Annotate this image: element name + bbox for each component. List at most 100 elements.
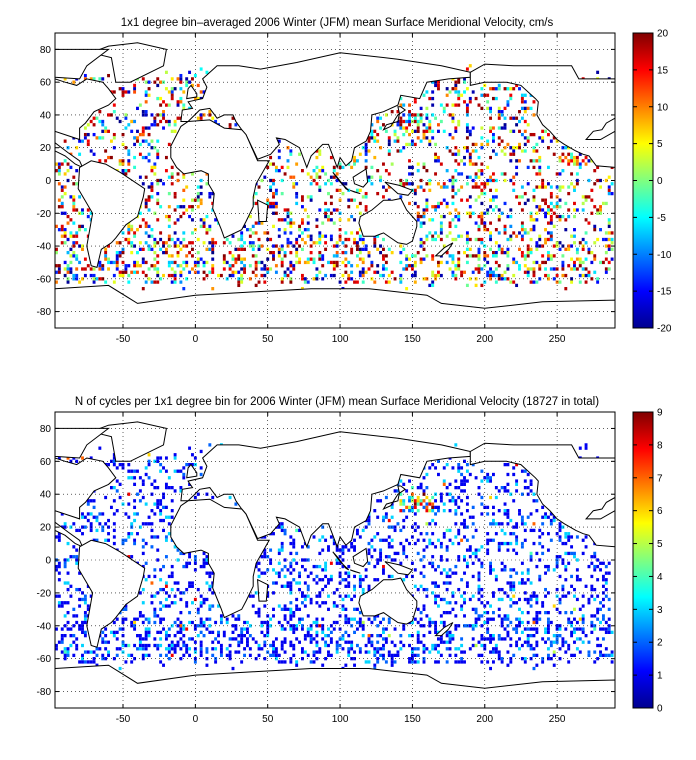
data-cell — [405, 178, 409, 183]
data-cell — [541, 522, 545, 526]
data-cell — [590, 574, 594, 579]
data-cell — [379, 244, 383, 248]
data-cell — [272, 591, 275, 595]
data-cell — [344, 280, 348, 284]
data-cell — [552, 152, 556, 156]
data-cell — [295, 191, 299, 196]
data-cell — [95, 653, 99, 658]
data-cell — [170, 587, 174, 592]
data-cell — [240, 640, 244, 644]
data-cell — [144, 647, 148, 651]
data-cell — [526, 250, 530, 255]
data-cell — [497, 87, 501, 91]
data-cell — [416, 129, 420, 133]
data-cell — [471, 149, 475, 153]
data-cell — [303, 558, 307, 562]
data-cell — [254, 564, 258, 569]
data-cell — [544, 260, 547, 265]
data-cell — [115, 254, 119, 258]
data-cell — [448, 640, 452, 644]
data-cell — [373, 650, 377, 654]
data-cell — [321, 548, 325, 552]
data-cell — [72, 198, 76, 202]
data-cell — [439, 214, 443, 219]
data-cell — [390, 250, 394, 255]
data-cell — [520, 254, 524, 258]
data-cell — [564, 535, 568, 539]
data-cell — [266, 620, 270, 625]
data-cell — [555, 244, 559, 248]
data-cell — [358, 584, 362, 588]
data-cell — [526, 231, 530, 235]
data-cell — [147, 574, 151, 579]
data-cell — [121, 617, 125, 621]
data-cell — [509, 87, 513, 91]
data-cell — [463, 489, 466, 493]
data-cell — [422, 188, 426, 192]
data-cell — [544, 201, 547, 206]
data-cell — [468, 597, 472, 602]
data-cell — [153, 280, 157, 284]
data-cell — [422, 647, 426, 651]
data-cell — [136, 129, 139, 133]
data-cell — [393, 551, 397, 556]
data-cell — [66, 627, 70, 631]
data-cell — [581, 620, 585, 625]
data-cell — [358, 257, 362, 261]
data-cell — [561, 541, 565, 546]
data-cell — [492, 538, 495, 542]
data-cell — [196, 198, 200, 202]
data-cell — [425, 522, 429, 526]
data-cell — [390, 640, 394, 644]
data-cell — [454, 601, 458, 605]
data-cell — [422, 132, 426, 137]
data-cell — [274, 653, 278, 658]
data-cell — [63, 139, 67, 143]
data-cell — [144, 260, 148, 265]
colorbar-tick-label: 0 — [657, 704, 663, 715]
data-cell — [63, 564, 67, 569]
data-cell — [167, 90, 171, 94]
data-cell — [89, 650, 93, 654]
data-cell — [492, 610, 495, 615]
colorbar-tick-label: 15 — [657, 65, 669, 76]
data-cell — [367, 634, 371, 638]
data-cell — [283, 558, 287, 562]
data-cell — [159, 96, 163, 101]
data-cell — [251, 247, 255, 251]
data-cell — [431, 502, 435, 506]
data-cell — [561, 185, 565, 189]
data-cell — [335, 188, 339, 192]
data-cell — [83, 650, 87, 654]
data-cell — [179, 77, 183, 81]
data-cell — [460, 234, 464, 238]
data-cell — [199, 178, 203, 183]
data-cell — [601, 260, 605, 265]
data-cell — [112, 459, 116, 463]
data-cell — [549, 208, 553, 212]
data-cell — [535, 205, 539, 209]
data-cell — [164, 604, 168, 608]
data-cell — [599, 561, 602, 565]
data-cell — [465, 548, 469, 552]
data-cell — [518, 512, 521, 516]
data-cell — [240, 260, 244, 265]
data-cell — [136, 260, 139, 265]
data-cell — [121, 90, 125, 94]
data-cell — [515, 624, 519, 628]
data-cell — [222, 260, 226, 265]
data-cell — [173, 260, 177, 265]
data-cell — [188, 561, 192, 565]
data-cell — [468, 247, 472, 251]
data-cell — [321, 578, 325, 582]
data-cell — [503, 627, 507, 631]
data-cell — [463, 146, 466, 150]
data-cell — [538, 574, 542, 579]
data-cell — [494, 574, 498, 579]
data-cell — [295, 551, 299, 556]
data-cell — [477, 185, 481, 189]
data-cell — [460, 578, 464, 582]
data-cell — [237, 617, 241, 621]
data-cell — [532, 653, 536, 658]
data-cell — [390, 657, 394, 661]
